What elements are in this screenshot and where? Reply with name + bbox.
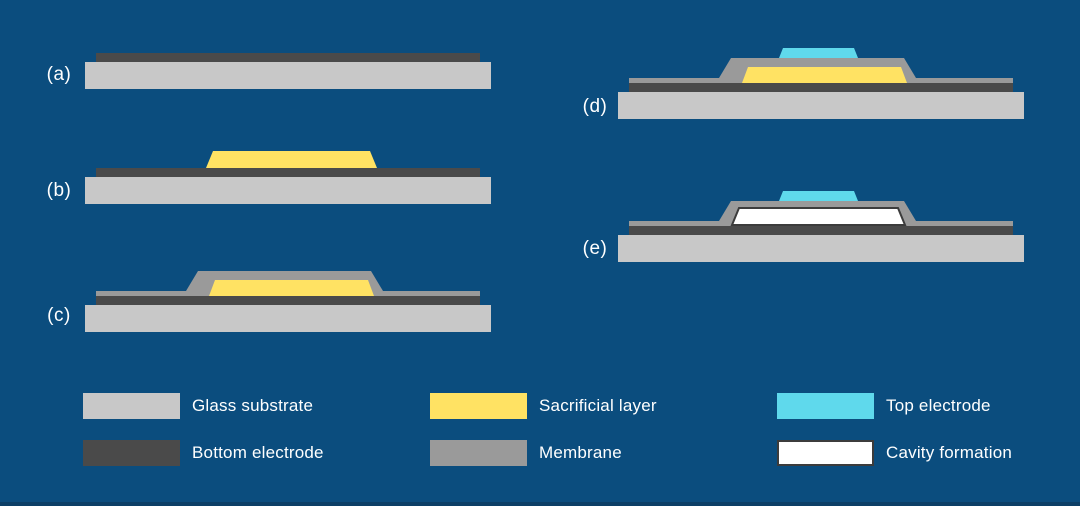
glass-substrate-swatch <box>83 393 180 419</box>
top-electrode-layer <box>779 48 858 58</box>
legend-item-bottom-electrode: Bottom electrode <box>83 440 324 466</box>
step-a-diagram <box>85 53 491 89</box>
legend-label: Sacrificial layer <box>539 396 657 415</box>
step-b-label: (b) <box>46 180 72 201</box>
legend-label: Membrane <box>539 443 622 462</box>
legend-item-glass-substrate: Glass substrate <box>83 393 313 419</box>
bottom-electrode-layer <box>96 168 480 177</box>
legend-item-cavity-formation: Cavity formation <box>777 440 1012 466</box>
sacrificial-layer-swatch <box>430 393 527 419</box>
bottom-edge-line <box>0 502 1080 506</box>
sacrificial-layer <box>209 280 374 296</box>
legend-item-membrane: Membrane <box>430 440 622 466</box>
top-electrode-swatch <box>777 393 874 419</box>
glass-substrate-layer <box>618 92 1024 119</box>
step-b-diagram <box>85 151 491 204</box>
step-c-diagram <box>85 271 491 332</box>
bottom-electrode-layer <box>96 296 480 305</box>
step-d-diagram <box>618 48 1024 119</box>
top-electrode-layer <box>779 191 858 201</box>
bottom-electrode-swatch <box>83 440 180 466</box>
legend-label: Glass substrate <box>192 396 314 415</box>
membrane-swatch <box>430 440 527 466</box>
bottom-electrode-layer <box>629 226 1013 235</box>
bottom-electrode-layer <box>96 53 480 62</box>
legend-label: Top electrode <box>886 396 991 415</box>
bottom-electrode-layer <box>629 83 1013 92</box>
glass-substrate-layer <box>85 62 491 89</box>
sacrificial-layer <box>742 67 907 83</box>
glass-substrate-layer <box>85 305 491 332</box>
step-a-label: (a) <box>46 64 72 85</box>
step-c-label: (c) <box>47 305 71 326</box>
cavity-layer <box>730 207 907 226</box>
legend-label: Cavity formation <box>886 443 1013 462</box>
step-e-label: (e) <box>582 238 608 259</box>
step-e-diagram <box>618 191 1024 262</box>
glass-substrate-layer <box>618 235 1024 262</box>
legend-item-top-electrode: Top electrode <box>777 393 991 419</box>
step-d-label: (d) <box>582 96 608 117</box>
legend-label: Bottom electrode <box>192 443 324 462</box>
cavity-formation-swatch <box>777 440 874 466</box>
glass-substrate-layer <box>85 177 491 204</box>
legend-item-sacrificial-layer: Sacrificial layer <box>430 393 657 419</box>
sacrificial-layer <box>206 151 377 168</box>
